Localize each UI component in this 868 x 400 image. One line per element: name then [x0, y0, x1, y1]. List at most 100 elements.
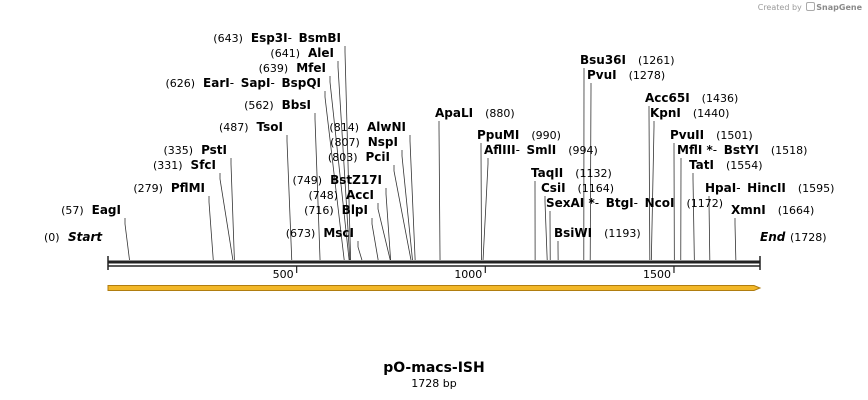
restriction-site[interactable]: (57) EagI	[61, 203, 121, 217]
site-position: (1193)	[604, 227, 641, 240]
site-position: (1164)	[578, 182, 615, 195]
snapgene-credit: Created by SnapGene	[758, 2, 862, 12]
restriction-site[interactable]: ApaLI (880)	[435, 106, 515, 120]
site-leader	[377, 203, 391, 261]
site-leader	[409, 135, 416, 261]
enzyme-separator: -	[713, 143, 717, 157]
restriction-site[interactable]: TaqII (1132)	[531, 166, 612, 180]
restriction-site[interactable]: HpaI - HincII (1595)	[705, 181, 834, 195]
site-position: (716)	[304, 204, 334, 217]
restriction-site[interactable]: PvuI (1278)	[587, 68, 665, 82]
ruler-tick-label: 500	[273, 268, 294, 281]
site-leader	[482, 158, 489, 261]
enzyme-name: TsoI	[257, 120, 283, 134]
site-leader-lines	[124, 46, 737, 261]
ruler-tick-label: 1000	[454, 268, 482, 281]
enzyme-name: PflMI	[171, 181, 205, 195]
enzyme-name: BsmBI	[299, 31, 341, 45]
site-leader	[544, 196, 548, 261]
site-leader	[650, 121, 655, 261]
enzyme-name: PvuI	[587, 68, 617, 82]
restriction-site[interactable]: (641) AleI	[270, 46, 334, 60]
site-position: (641)	[270, 47, 300, 60]
restriction-site[interactable]: XmnI (1664)	[731, 203, 814, 217]
enzyme-name: SfcI	[191, 158, 216, 172]
enzyme-name: TaqII	[531, 166, 563, 180]
site-leader	[393, 165, 412, 261]
enzyme-name: SexAI *	[546, 196, 595, 210]
enzyme-name: NspI	[368, 135, 398, 149]
plasmid-name: pO-macs-ISH	[383, 360, 485, 376]
enzyme-name: SmlI	[527, 143, 557, 157]
enzyme-name: TatI	[689, 158, 714, 172]
site-position: (1172)	[686, 197, 723, 210]
site-position: (643)	[213, 32, 243, 45]
restriction-site[interactable]: (643) Esp3I - BsmBI	[213, 31, 341, 45]
site-leader	[286, 135, 293, 261]
restriction-site[interactable]: PpuMI (990)	[477, 128, 561, 142]
restriction-site[interactable]: KpnI (1440)	[650, 106, 729, 120]
site-leader	[208, 196, 214, 261]
restriction-site[interactable]: (562) BbsI	[244, 98, 311, 112]
enzyme-name: KpnI	[650, 106, 681, 120]
site-leader	[230, 158, 235, 261]
backbone	[107, 256, 761, 270]
restriction-site[interactable]: (639) MfeI	[259, 61, 326, 75]
enzyme-name: CsiI	[541, 181, 566, 195]
enzyme-name: BstYI	[724, 143, 759, 157]
site-position: (1554)	[726, 159, 763, 172]
restriction-site[interactable]: (331) SfcI	[153, 158, 216, 172]
restriction-site[interactable]: PvuII (1501)	[670, 128, 753, 142]
restriction-site[interactable]: (335) PstI	[163, 143, 227, 157]
restriction-site[interactable]: MflI * - BstYI (1518)	[677, 143, 807, 157]
restriction-site[interactable]: TatI (1554)	[689, 158, 763, 172]
restriction-site[interactable]: Bsu36I (1261)	[580, 53, 675, 67]
enzyme-name: EagI	[92, 203, 121, 217]
enzyme-name: PvuII	[670, 128, 704, 142]
enzyme-separator: -	[270, 76, 274, 90]
site-leader	[648, 106, 651, 261]
site-leader	[401, 150, 413, 261]
site-position: (331)	[153, 159, 183, 172]
start-label: Start	[68, 230, 103, 244]
start-position: (0)	[44, 231, 60, 244]
site-position: (57)	[61, 204, 84, 217]
site-position: (807)	[330, 136, 360, 149]
plasmid-size: 1728 bp	[411, 377, 457, 390]
restriction-site[interactable]: (748) AccI	[308, 188, 374, 202]
restriction-site[interactable]: (807) NspI	[330, 135, 398, 149]
restriction-site[interactable]: (716) BlpI	[304, 203, 368, 217]
restriction-site[interactable]: Acc65I (1436)	[645, 91, 738, 105]
restriction-site[interactable]: (814) AlwNI	[329, 120, 406, 134]
enzyme-name: HpaI	[705, 181, 736, 195]
site-position: (1132)	[575, 167, 612, 180]
restriction-site[interactable]: (749) BstZ17I	[293, 173, 382, 187]
restriction-site[interactable]: (626) EarI - SapI - BspQI	[165, 76, 321, 90]
enzyme-name: Acc65I	[645, 91, 690, 105]
restriction-site[interactable]: (279) PflMI	[133, 181, 205, 195]
restriction-site[interactable]: CsiI (1164)	[541, 181, 614, 195]
enzyme-name: XmnI	[731, 203, 766, 217]
restriction-site[interactable]: (487) TsoI	[219, 120, 283, 134]
site-leader	[219, 173, 234, 261]
enzyme-name: BstZ17I	[330, 173, 382, 187]
site-leader	[344, 46, 352, 261]
enzyme-name: PpuMI	[477, 128, 519, 142]
enzyme-name: BspQI	[281, 76, 321, 90]
feature-insert-arrow[interactable]	[107, 285, 762, 291]
end-position: (1728)	[790, 231, 827, 244]
enzyme-name: AleI	[308, 46, 334, 60]
site-leader	[692, 173, 695, 261]
restriction-site[interactable]: SexAI * - BtgI - NcoI (1172)	[546, 196, 723, 210]
site-leader	[314, 113, 321, 261]
restriction-site[interactable]: (673) MscI	[286, 226, 354, 240]
site-position: (673)	[286, 227, 316, 240]
restriction-site[interactable]: BsiWI (1193)	[554, 226, 641, 240]
enzyme-name: AlwNI	[367, 120, 406, 134]
restriction-site[interactable]: (803) PciI	[328, 150, 390, 164]
restriction-site[interactable]: AflIII - SmlI (994)	[484, 143, 598, 157]
site-leader	[124, 218, 130, 261]
enzyme-separator: -	[595, 196, 599, 210]
site-leader	[337, 61, 351, 261]
site-leader	[438, 121, 441, 261]
